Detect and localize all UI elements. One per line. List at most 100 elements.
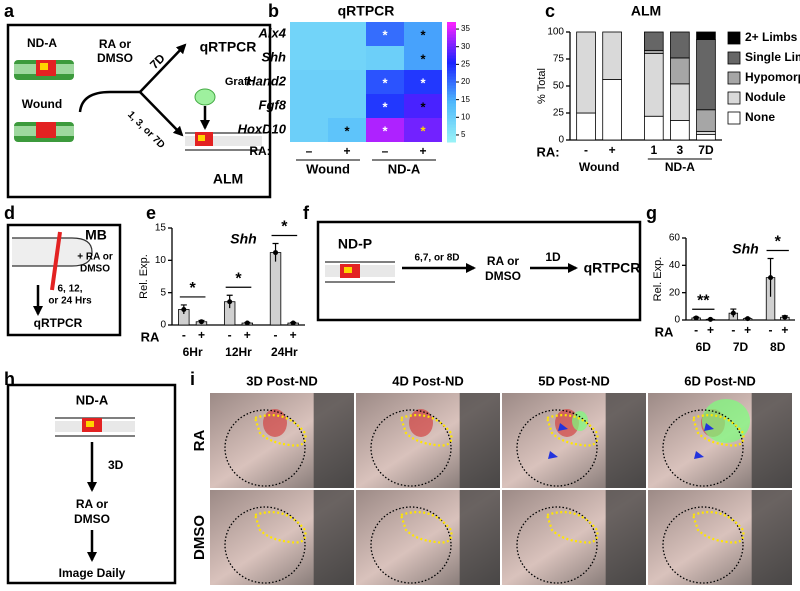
group-label: 24Hr xyxy=(271,345,298,359)
heat-cell xyxy=(328,22,366,46)
significance: * xyxy=(235,270,242,287)
label: RA or xyxy=(487,254,520,268)
heat-cell xyxy=(328,94,366,118)
outline xyxy=(399,511,453,544)
outline xyxy=(224,409,306,487)
group-label: Wound xyxy=(306,161,350,176)
panel-label: c xyxy=(545,1,555,21)
colorbar-step xyxy=(447,73,456,77)
colorbar-step xyxy=(447,67,456,71)
colorbar-step xyxy=(447,55,456,59)
heat-cell xyxy=(404,22,442,46)
colorbar-step xyxy=(447,64,456,68)
outline xyxy=(516,409,598,487)
group-label: 7D xyxy=(733,340,749,354)
wound-site xyxy=(36,122,56,138)
bar-segment xyxy=(696,39,716,111)
significance: * xyxy=(382,123,388,138)
x-tick-label: + xyxy=(244,328,251,342)
data-point xyxy=(181,306,187,312)
panel-label: d xyxy=(4,203,15,223)
limb xyxy=(12,237,93,267)
colorbar-tick-label: 15 xyxy=(461,95,470,104)
x-tick-label: - xyxy=(228,328,232,342)
legend-swatch xyxy=(727,51,741,65)
x-tick-label: - xyxy=(731,323,735,337)
colorbar-step xyxy=(447,103,456,107)
y-axis-label: Rel. Exp. xyxy=(138,254,150,299)
colorbar-step xyxy=(447,100,456,104)
label: DMSO xyxy=(80,264,110,275)
panel-label: f xyxy=(303,203,310,223)
graft xyxy=(194,88,216,106)
outline xyxy=(253,511,307,544)
colorbar-step xyxy=(447,85,456,89)
row-label: Fgf8 xyxy=(259,97,287,112)
photo-shadow xyxy=(605,490,646,585)
y-axis-label: % Total xyxy=(536,68,548,104)
data-point xyxy=(693,315,699,321)
heat-cell xyxy=(290,70,328,94)
red-signal xyxy=(409,409,433,437)
colorbar-tick-label: 20 xyxy=(461,77,470,86)
x-tick-label: + xyxy=(290,328,297,342)
x-tick-label: + xyxy=(343,144,350,158)
nerve xyxy=(86,421,94,427)
bar-segment xyxy=(602,79,622,141)
significance: * xyxy=(382,27,388,42)
significance: ** xyxy=(697,292,710,309)
frame xyxy=(6,23,272,199)
x-label: RA xyxy=(141,329,160,344)
x-tick-label: 7D xyxy=(698,143,714,157)
heat-cell xyxy=(366,118,404,142)
photo-shadow xyxy=(313,393,354,488)
heat-cell xyxy=(366,70,404,94)
colorbar-step xyxy=(447,31,456,35)
colorbar-tick-label: 25 xyxy=(461,59,470,68)
colorbar-step xyxy=(447,43,456,47)
colorbar-step xyxy=(447,70,456,74)
panel-label: g xyxy=(646,203,657,223)
column-title: 5D Post-ND xyxy=(538,373,610,388)
chart-title: Shh xyxy=(230,231,256,247)
x-tick-label: – xyxy=(382,144,389,158)
x-tick-label: – xyxy=(306,144,313,158)
y-tick-label: 10 xyxy=(155,255,167,266)
bar-segment xyxy=(576,112,596,141)
x-tick-label: - xyxy=(274,328,278,342)
y-tick-label: 20 xyxy=(669,287,681,298)
bar-segment xyxy=(696,130,716,136)
label: Graft xyxy=(225,76,252,88)
group-label: ND-A xyxy=(388,161,421,176)
colorbar-step xyxy=(447,94,456,98)
group-label: 6D xyxy=(696,340,712,354)
y-tick-label: 0 xyxy=(160,320,166,331)
x-tick-label: 1 xyxy=(650,143,657,157)
label: 1D xyxy=(545,250,561,264)
label: DMSO xyxy=(97,51,133,65)
bar xyxy=(269,252,282,326)
y-tick-label: 75 xyxy=(553,54,565,65)
outline xyxy=(253,414,307,447)
colorbar-step xyxy=(447,97,456,101)
y-axis-label: Rel. Exp. xyxy=(652,257,664,302)
panel-label: a xyxy=(4,1,15,21)
legend-label: Hypomorph xyxy=(745,70,800,84)
colorbar-step xyxy=(447,118,456,122)
label: qRTPCR xyxy=(34,316,83,330)
heat-cell xyxy=(290,46,328,70)
colorbar-tick-label: 30 xyxy=(461,42,470,51)
colorbar-step xyxy=(447,28,456,32)
outline xyxy=(545,511,599,544)
colorbar-step xyxy=(447,106,456,110)
x-tick-label: + xyxy=(419,144,426,158)
colorbar-tick-label: 35 xyxy=(461,24,470,33)
panel-f: ND-P 6,7, or 8D RA or DMSO 1D qRTPCR xyxy=(316,220,642,322)
y-tick-label: 100 xyxy=(547,27,564,38)
x-tick-label: + xyxy=(707,323,714,337)
x-tick-label: + xyxy=(781,323,788,337)
nerve xyxy=(40,63,48,70)
significance: * xyxy=(420,99,426,114)
colorbar-step xyxy=(447,46,456,50)
